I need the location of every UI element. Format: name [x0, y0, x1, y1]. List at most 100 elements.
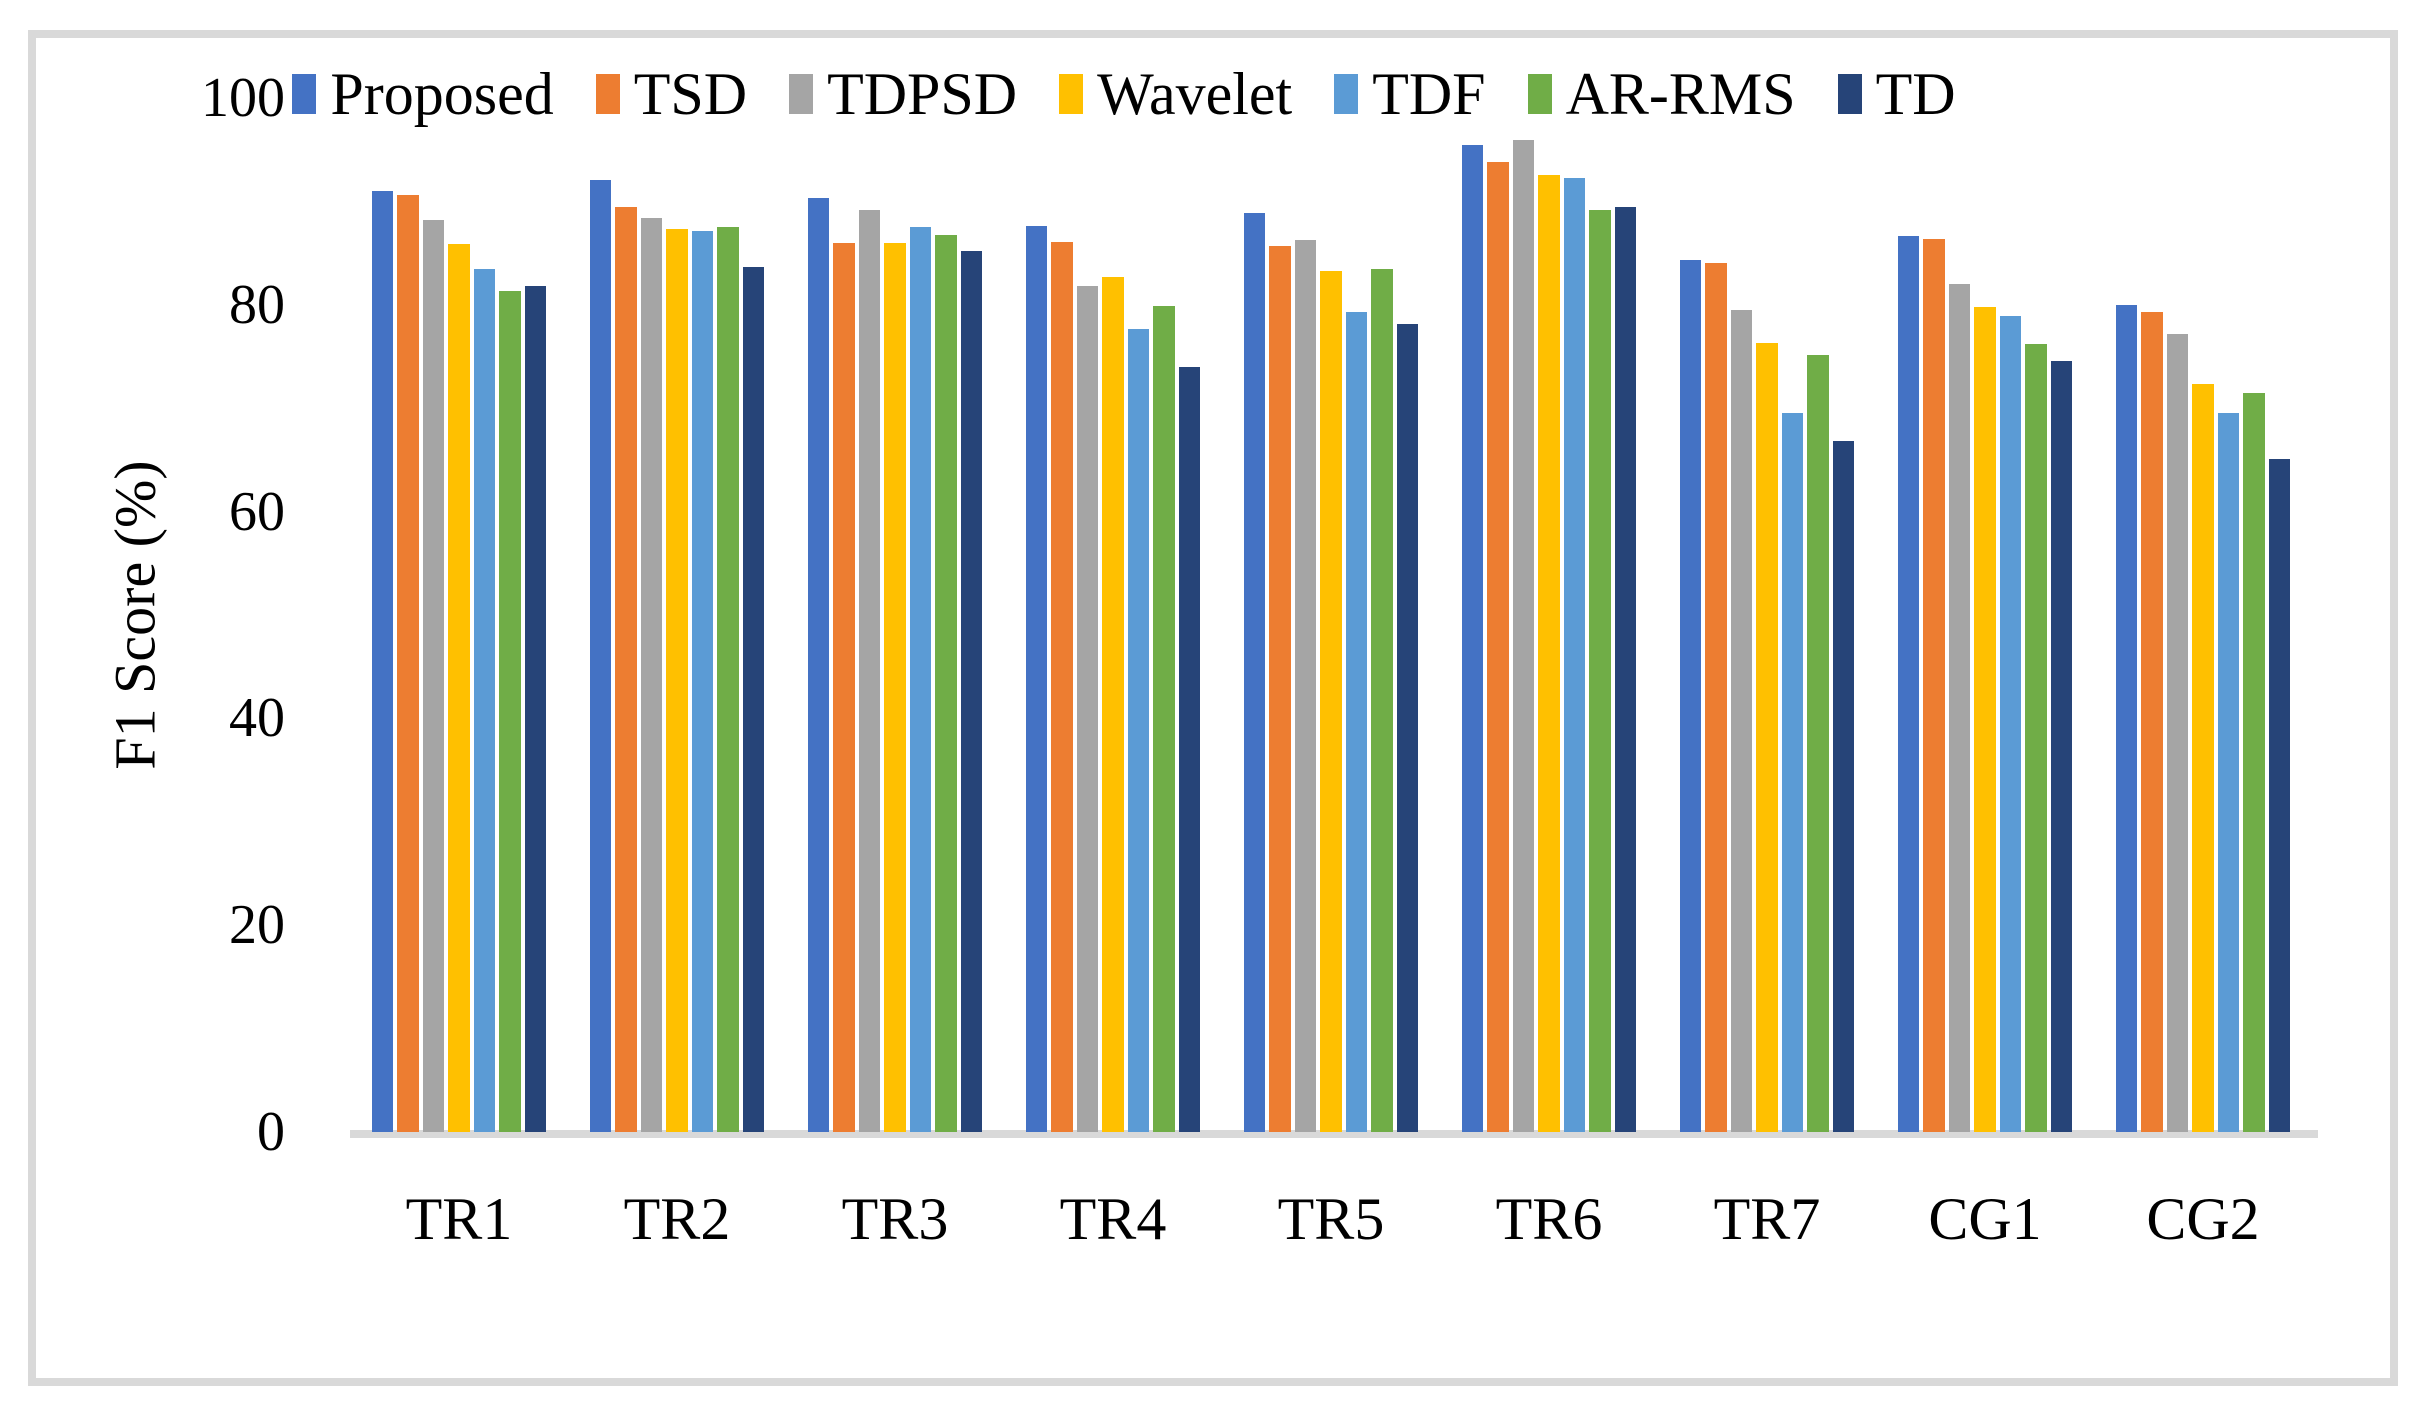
- bar-tdpsd-tr1: [422, 220, 445, 1132]
- bar-ar-rms-tr7: [1807, 355, 1829, 1132]
- legend-item-wavelet: Wavelet: [1059, 62, 1292, 126]
- bar-ar-rms-tr1: [499, 291, 521, 1132]
- bar-group-cg1: [1898, 98, 2072, 1132]
- legend-marker-tdf: [1334, 74, 1359, 114]
- y-tick-label-100: 100: [201, 67, 285, 129]
- y-tick-label-20: 20: [229, 894, 285, 957]
- bar-tdpsd-tr3: [858, 209, 881, 1132]
- bar-tsd-tr6: [1487, 162, 1509, 1132]
- legend-label-wavelet: Wavelet: [1097, 61, 1293, 127]
- bar-tdf-tr3: [909, 227, 932, 1132]
- bar-ar-rms-tr2: [717, 227, 739, 1132]
- bar-tdf-tr4: [1127, 328, 1150, 1132]
- bar-tsd-tr5: [1269, 245, 1291, 1132]
- x-label-tr7: TR7: [1713, 1186, 1821, 1252]
- bar-ar-rms-cg1: [2025, 344, 2047, 1132]
- legend-item-tdf: TDF: [1334, 61, 1486, 127]
- bar-group-tr4: [1026, 98, 1200, 1132]
- bar-wavelet-tr4: [1102, 276, 1124, 1132]
- legend-marker-tdpsd: [789, 74, 814, 114]
- bar-tsd-cg2: [2141, 312, 2163, 1132]
- x-axis-line: [350, 1130, 2318, 1138]
- bar-group-tr6: [1462, 98, 1636, 1132]
- bar-tdf-tr2: [691, 231, 714, 1132]
- bar-ar-rms-cg2: [2243, 392, 2265, 1132]
- bar-td-tr3: [960, 251, 982, 1132]
- bar-td-tr2: [742, 266, 764, 1132]
- bar-tdf-tr7: [1781, 413, 1804, 1132]
- legend-marker-proposed: [292, 74, 317, 114]
- bar-group-cg2: [2116, 98, 2290, 1132]
- bar-group-tr7: [1680, 98, 1854, 1132]
- legend-label-ar-rms: AR-RMS: [1565, 61, 1796, 127]
- bar-wavelet-tr1: [448, 243, 470, 1132]
- bar-proposed-tr3: [808, 198, 830, 1132]
- legend-item-ar-rms: AR-RMS: [1527, 61, 1796, 127]
- y-tick-label-40: 40: [229, 687, 285, 750]
- bar-wavelet-tr6: [1538, 174, 1560, 1132]
- legend-marker-ar-rms: [1527, 74, 1552, 114]
- bar-ar-rms-tr4: [1153, 305, 1175, 1132]
- legend-label-tdpsd: TDPSD: [827, 61, 1018, 127]
- legend-marker-wavelet: [1059, 74, 1084, 114]
- bar-tsd-tr3: [833, 242, 855, 1132]
- bar-td-tr6: [1614, 206, 1636, 1132]
- y-tick-label-0: 0: [257, 1101, 285, 1163]
- bar-wavelet-tr2: [666, 229, 688, 1132]
- bar-td-tr7: [1832, 441, 1854, 1132]
- legend-item-tsd: TSD: [595, 61, 748, 127]
- bar-wavelet-cg1: [1974, 306, 1996, 1132]
- bar-proposed-tr7: [1680, 260, 1702, 1132]
- legend-label-tdf: TDF: [1372, 61, 1486, 127]
- legend: Proposed TSD TDPSD Wavelet TDF AR-RMS TD: [0, 62, 2418, 126]
- x-label-tr6: TR6: [1495, 1186, 1603, 1252]
- bar-ar-rms-tr5: [1371, 268, 1393, 1132]
- bar-tdpsd-tr2: [640, 217, 663, 1132]
- bar-td-tr5: [1396, 324, 1418, 1132]
- bar-tdf-tr1: [473, 268, 496, 1132]
- y-tick-label-60: 60: [229, 480, 285, 543]
- bar-td-tr1: [524, 286, 546, 1132]
- bar-tdpsd-tr7: [1730, 309, 1753, 1132]
- bar-group-tr5: [1244, 98, 1418, 1132]
- bar-tsd-tr2: [615, 206, 637, 1132]
- bar-tsd-tr1: [397, 195, 419, 1132]
- bar-tdf-cg1: [1999, 316, 2022, 1132]
- bar-tdpsd-tr5: [1294, 239, 1317, 1132]
- bar-group-tr2: [590, 98, 764, 1132]
- bar-group-tr1: [372, 98, 546, 1132]
- bar-td-cg2: [2268, 458, 2290, 1132]
- legend-label-proposed: Proposed: [330, 61, 554, 127]
- bar-tdpsd-tr6: [1512, 140, 1535, 1132]
- bar-proposed-tr2: [590, 179, 612, 1132]
- bar-proposed-cg2: [2116, 304, 2138, 1132]
- bar-proposed-tr1: [372, 191, 394, 1132]
- bar-tsd-tr4: [1051, 241, 1073, 1132]
- x-label-cg2: CG2: [2146, 1186, 2260, 1252]
- bar-tdf-tr6: [1563, 177, 1586, 1132]
- x-label-tr1: TR1: [405, 1186, 513, 1252]
- bar-proposed-tr5: [1244, 212, 1266, 1132]
- bar-td-cg1: [2050, 360, 2072, 1132]
- bar-tsd-cg1: [1923, 238, 1945, 1132]
- bar-wavelet-tr3: [884, 242, 906, 1132]
- legend-item-tdpsd: TDPSD: [789, 62, 1017, 126]
- legend-label-tsd: TSD: [633, 61, 748, 127]
- bar-proposed-tr6: [1462, 144, 1484, 1132]
- bar-td-tr4: [1178, 366, 1200, 1132]
- x-label-tr4: TR4: [1059, 1186, 1167, 1252]
- x-label-tr5: TR5: [1277, 1186, 1385, 1252]
- bar-tdpsd-tr4: [1076, 286, 1099, 1132]
- x-label-tr3: TR3: [841, 1186, 949, 1252]
- bar-ar-rms-tr3: [935, 234, 957, 1132]
- bar-wavelet-cg2: [2192, 384, 2214, 1132]
- bar-group-tr3: [808, 98, 982, 1132]
- bar-tsd-tr7: [1705, 263, 1727, 1132]
- bar-proposed-tr4: [1026, 226, 1048, 1132]
- legend-marker-td: [1837, 74, 1862, 114]
- bar-ar-rms-tr6: [1589, 209, 1611, 1132]
- bar-proposed-cg1: [1898, 235, 1920, 1132]
- legend-item-td: TD: [1837, 62, 1956, 126]
- legend-marker-tsd: [595, 74, 620, 114]
